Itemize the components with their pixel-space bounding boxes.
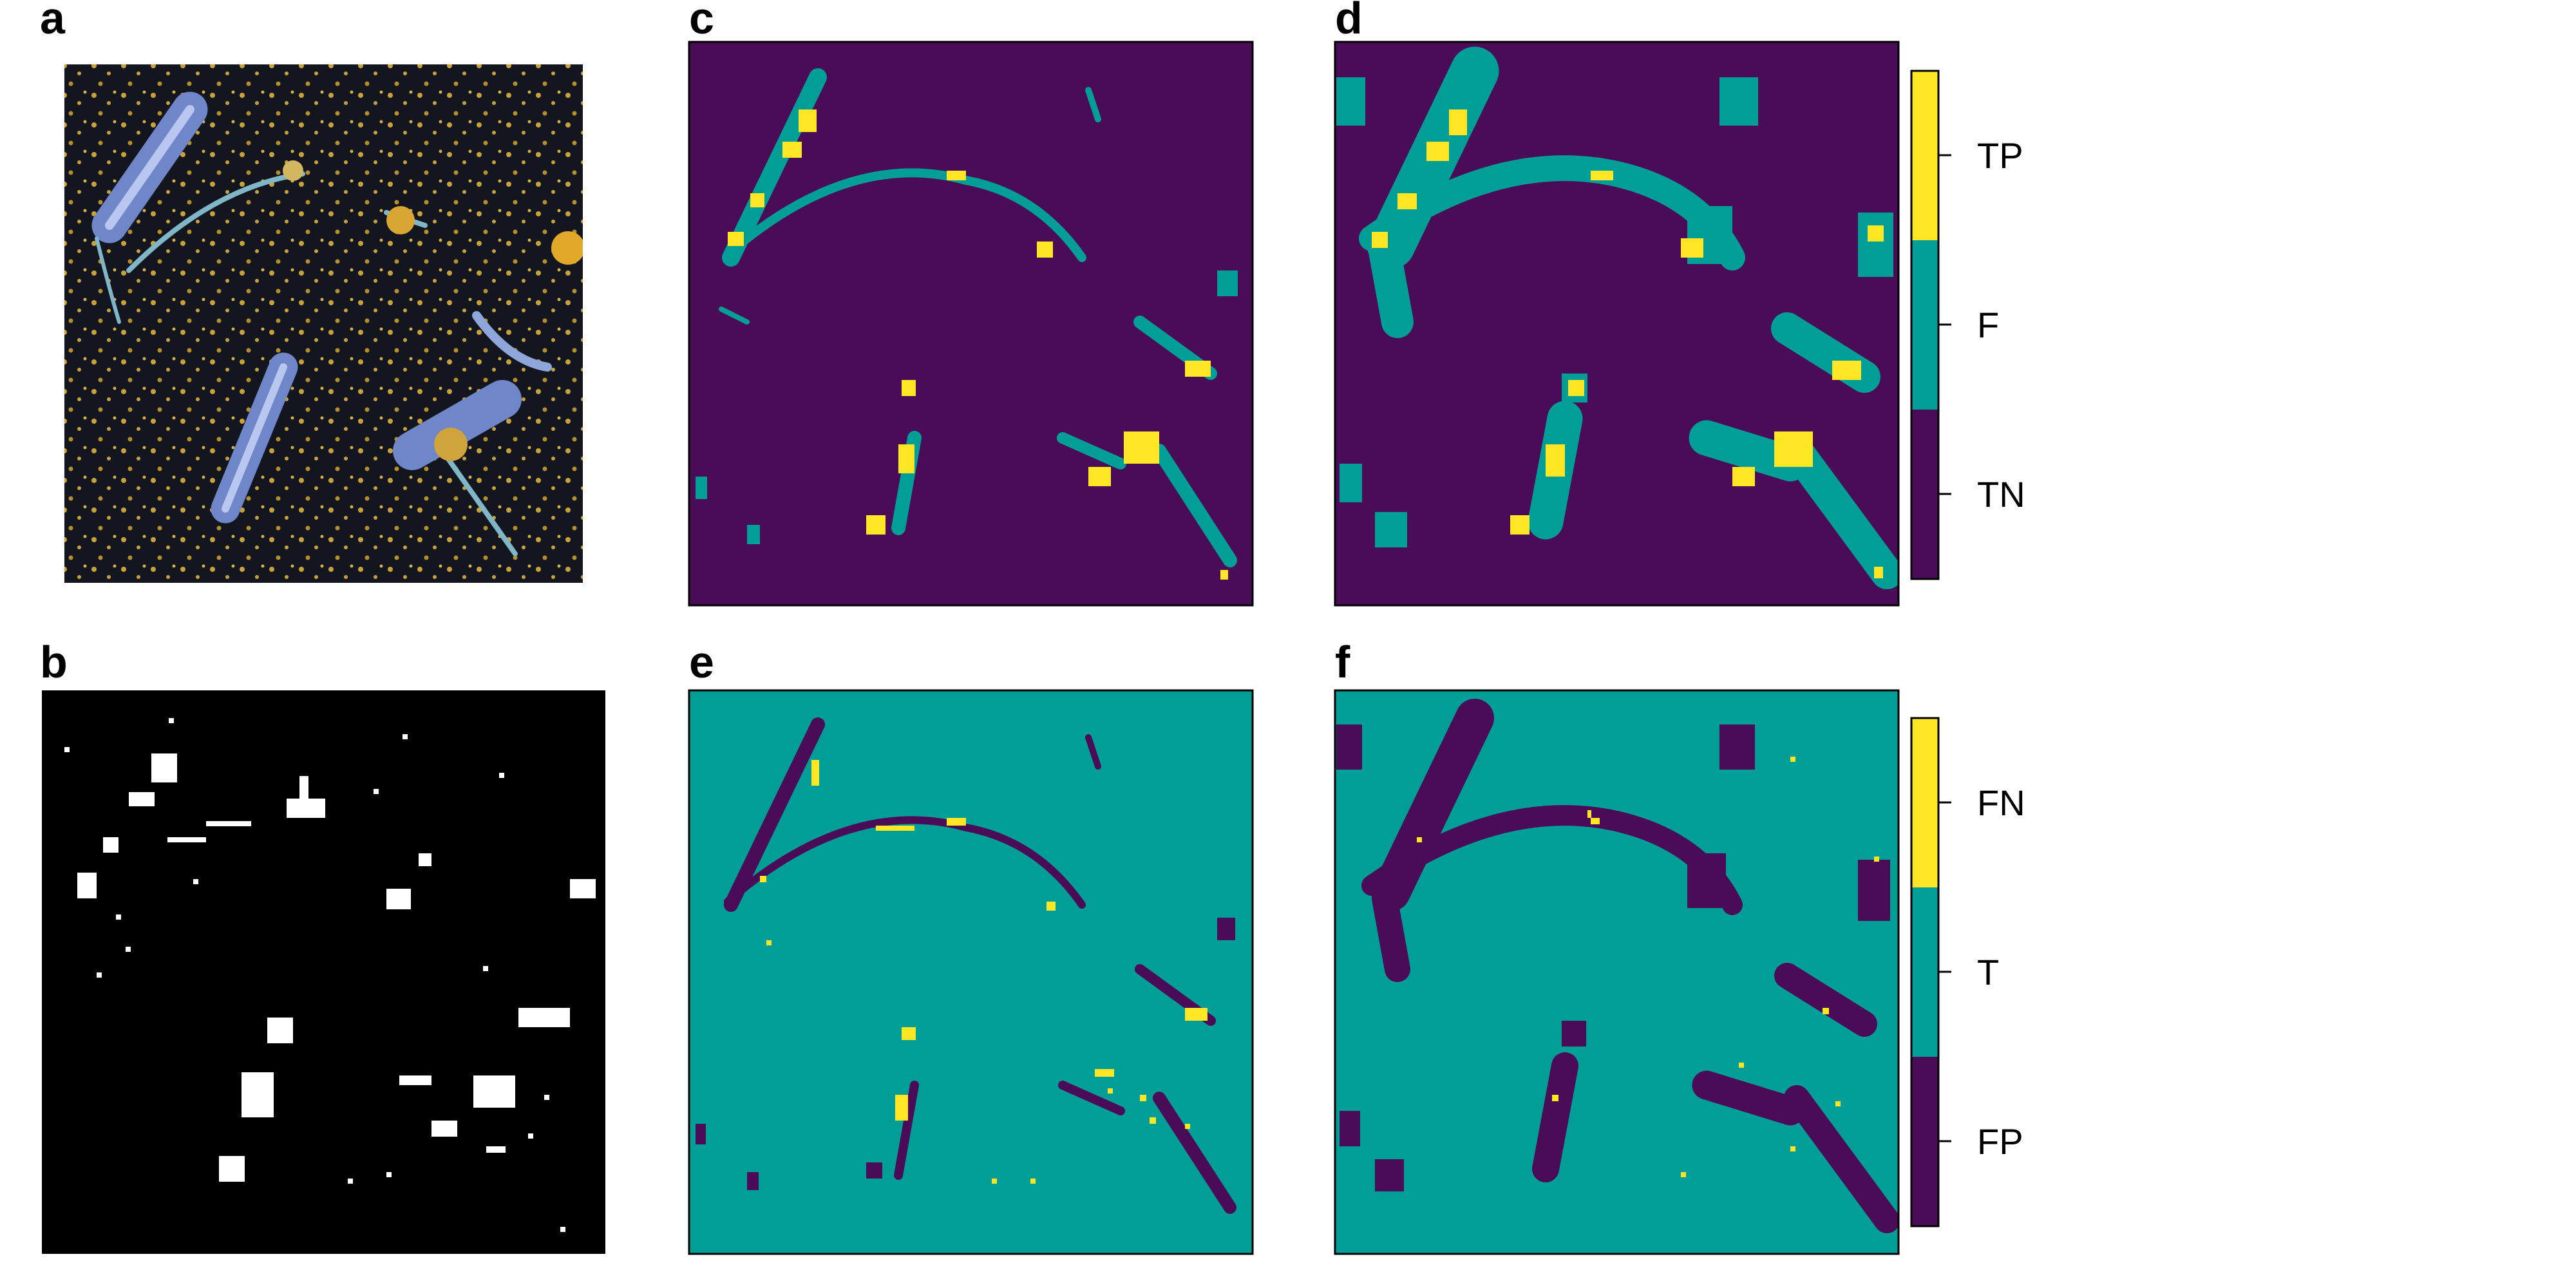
panel-c-true-positive	[728, 109, 1228, 580]
legend-top: TP F TN	[1910, 70, 2025, 580]
legend-top-swatch-0	[1911, 71, 1938, 240]
legend-top-swatch-1	[1911, 240, 1938, 410]
panel-d-frame	[1334, 41, 1900, 607]
legend-top-label-f: F	[1977, 305, 1999, 345]
panel-f-false-negative	[1417, 757, 1879, 1177]
organisms	[91, 91, 583, 556]
panel-label-c: c	[689, 0, 714, 43]
panel-d-map	[1335, 42, 1899, 605]
panel-d-background	[1335, 42, 1899, 605]
mask-dots	[64, 718, 565, 1232]
panel-e-false-negative	[760, 760, 1208, 1184]
panel-label-e: e	[689, 637, 714, 687]
legend-bottom-label-t: T	[1977, 952, 1999, 992]
panel-f-map	[1335, 690, 1899, 1254]
legend-top-label-tp: TP	[1977, 135, 2023, 176]
panel-label-f: f	[1335, 637, 1350, 687]
legend-bottom-swatch-1	[1911, 887, 1938, 1057]
panel-label-b: b	[40, 637, 68, 687]
panel-d-true-positive	[1372, 109, 1884, 578]
legend-bottom-swatch-2	[1911, 1057, 1938, 1226]
panel-f-false-positive	[1361, 699, 1899, 1233]
panel-f-background	[1335, 690, 1899, 1254]
panel-f-frame	[1334, 689, 1900, 1255]
panel-d-false-blobs	[1336, 77, 1893, 547]
panel-e-frame	[688, 689, 1254, 1255]
legend-top-label-tn: TN	[1977, 474, 2025, 515]
panel-c-false-blobs	[696, 270, 1238, 544]
panel-f-fp-blobs	[1336, 724, 1890, 1191]
panel-c-frame	[688, 41, 1254, 607]
legend-top-swatch-2	[1911, 410, 1938, 579]
panel-e-map	[689, 690, 1253, 1254]
panel-c-background	[689, 42, 1253, 605]
panel-label-d: d	[1335, 0, 1363, 43]
panel-c-map	[689, 42, 1253, 605]
panel-label-a: a	[40, 0, 66, 43]
legend-bottom: FN T FP	[1910, 717, 2025, 1227]
panel-e-background	[689, 690, 1253, 1254]
mask-blobs	[77, 753, 596, 1182]
panel-b-mask	[42, 690, 605, 1254]
panel-a-photo	[64, 64, 583, 583]
legend-bottom-label-fn: FN	[1977, 782, 2025, 823]
panel-e-fp-blobs	[696, 918, 1235, 1190]
legend-bottom-swatch-0	[1911, 718, 1938, 887]
legend-bottom-label-fp: FP	[1977, 1121, 2023, 1162]
